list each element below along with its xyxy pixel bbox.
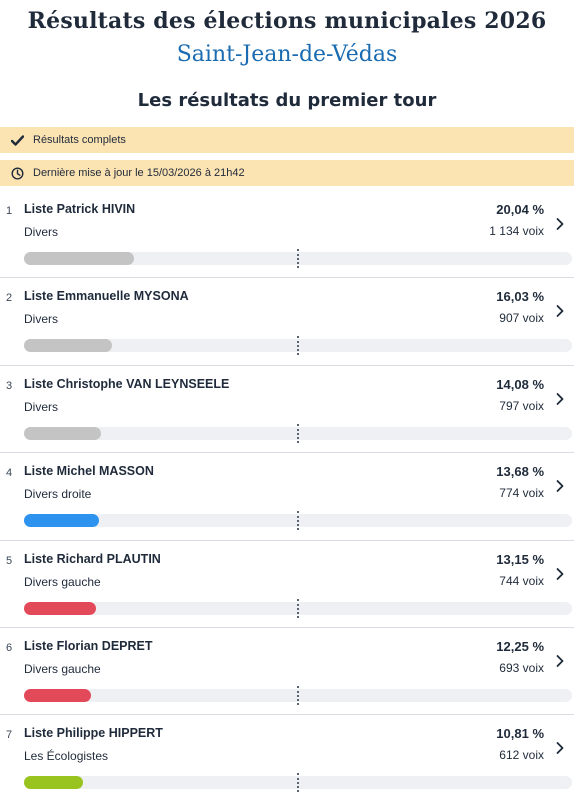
rank-number: 3 [6, 379, 13, 392]
status-text: Résultats complets [33, 134, 126, 146]
chevron-right-icon[interactable] [554, 741, 566, 755]
percent-value: 14,08 % [496, 376, 544, 392]
party-label: Divers [24, 225, 59, 239]
party-label: Divers [24, 312, 59, 327]
update-banner: Dernière mise à jour le 15/03/2026 à 21h… [0, 160, 574, 186]
rank-number: 4 [6, 467, 13, 480]
page-title: Résultats des élections municipales 2026 [27, 8, 547, 34]
votes-value: 1 134 voix [489, 224, 544, 238]
progress-fill [24, 339, 112, 353]
percent-value: 16,03 % [496, 289, 544, 305]
party-label: Divers gauche [24, 574, 101, 589]
majority-marker [297, 685, 299, 705]
chevron-right-icon[interactable] [554, 654, 566, 668]
party-label: Divers [24, 399, 59, 414]
majority-marker [297, 773, 299, 793]
percent-value: 13,68 % [496, 464, 544, 480]
progress-track [24, 336, 572, 356]
result-row[interactable]: 2 Liste Emmanuelle MYSONA Divers 16,03 %… [0, 278, 574, 366]
progress-fill [24, 514, 99, 528]
progress-fill [24, 252, 134, 265]
update-text: Dernière mise à jour le 15/03/2026 à 21h… [33, 167, 245, 179]
list-name: Liste Richard PLAUTIN [24, 551, 161, 566]
list-name: Liste Emmanuelle MYSONA [24, 289, 189, 304]
votes-value: 774 voix [499, 486, 544, 501]
majority-marker [297, 598, 299, 618]
list-name: Liste Florian DEPRET [24, 638, 153, 653]
majority-marker [297, 336, 299, 356]
progress-fill [24, 601, 97, 615]
city-name: Saint-Jean-de-Védas [176, 42, 398, 67]
votes-value: 744 voix [499, 573, 544, 588]
rank-number: 6 [6, 641, 13, 654]
percent-value: 13,15 % [496, 551, 544, 567]
list-name: Liste Michel MASSON [24, 464, 154, 479]
progress-track [24, 423, 572, 443]
result-row[interactable]: 6 Liste Florian DEPRET Divers gauche 12,… [0, 628, 574, 716]
rank-number: 7 [6, 729, 13, 742]
progress-track [24, 511, 572, 531]
result-row[interactable]: 5 Liste Richard PLAUTIN Divers gauche 13… [0, 541, 574, 628]
list-name: Liste Patrick HIVIN [24, 202, 136, 216]
chevron-right-icon[interactable] [554, 304, 566, 318]
votes-value: 797 voix [499, 398, 544, 413]
rank-number: 5 [6, 554, 13, 567]
round-subtitle: Les résultats du premier tour [137, 90, 437, 111]
result-row[interactable]: 7 Liste Philippe HIPPERT Les Écologistes… [0, 715, 574, 797]
party-label: Les Écologistes [24, 749, 109, 764]
progress-track [24, 598, 572, 618]
majority-marker [297, 249, 299, 268]
progress-track [24, 685, 572, 705]
chevron-right-icon[interactable] [554, 479, 566, 493]
results-list: 1 Liste Patrick HIVIN Divers 20,04 % 1 1… [0, 191, 574, 797]
result-row[interactable]: 3 Liste Christophe VAN LEYNSEELE Divers … [0, 366, 574, 454]
progress-track [24, 773, 572, 793]
progress-fill [24, 426, 102, 440]
rank-number: 1 [6, 205, 13, 217]
progress-track [24, 249, 572, 268]
party-label: Divers droite [24, 487, 92, 502]
chevron-right-icon[interactable] [554, 567, 566, 581]
progress-fill [24, 688, 92, 702]
progress-fill [24, 776, 84, 790]
votes-value: 693 voix [499, 660, 544, 675]
votes-value: 907 voix [499, 311, 544, 326]
chevron-right-icon[interactable] [554, 217, 566, 231]
majority-marker [297, 423, 299, 443]
percent-value: 10,81 % [496, 726, 544, 742]
party-label: Divers gauche [24, 661, 101, 676]
clock-icon [10, 166, 24, 180]
majority-marker [297, 511, 299, 531]
list-name: Liste Philippe HIPPERT [24, 726, 163, 741]
percent-value: 12,25 % [496, 638, 544, 654]
rank-number: 2 [6, 292, 13, 305]
chevron-right-icon[interactable] [554, 392, 566, 406]
votes-value: 612 voix [499, 748, 544, 763]
list-name: Liste Christophe VAN LEYNSEELE [24, 376, 230, 391]
result-row[interactable]: 1 Liste Patrick HIVIN Divers 20,04 % 1 1… [0, 191, 574, 279]
status-banner: Résultats complets [0, 127, 574, 153]
result-row[interactable]: 4 Liste Michel MASSON Divers droite 13,6… [0, 453, 574, 541]
check-icon [10, 133, 24, 147]
percent-value: 20,04 % [496, 202, 544, 217]
